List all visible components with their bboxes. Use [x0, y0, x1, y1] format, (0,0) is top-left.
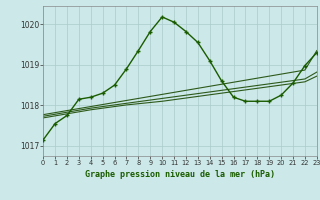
- X-axis label: Graphe pression niveau de la mer (hPa): Graphe pression niveau de la mer (hPa): [85, 170, 275, 179]
